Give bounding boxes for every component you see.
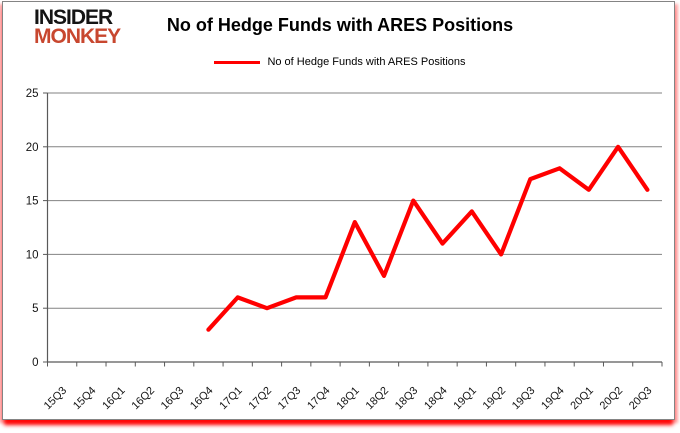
svg-text:17Q3: 17Q3 xyxy=(276,385,304,413)
svg-text:16Q1: 16Q1 xyxy=(100,385,128,413)
svg-text:19Q2: 19Q2 xyxy=(481,385,509,413)
chart-title: No of Hedge Funds with ARES Positions xyxy=(166,15,514,35)
legend-label: No of Hedge Funds with ARES Positions xyxy=(267,56,466,68)
svg-text:20Q1: 20Q1 xyxy=(568,385,596,413)
svg-text:17Q1: 17Q1 xyxy=(217,385,245,413)
svg-text:18Q1: 18Q1 xyxy=(334,385,362,413)
svg-text:19Q1: 19Q1 xyxy=(451,385,479,413)
insider-monkey-logo: INSIDER MONKEY xyxy=(34,6,121,48)
logo-line2: MONKEY xyxy=(34,25,121,48)
legend-line-swatch xyxy=(214,60,261,64)
svg-text:20: 20 xyxy=(26,142,39,154)
svg-text:15Q4: 15Q4 xyxy=(71,385,99,413)
svg-text:18Q2: 18Q2 xyxy=(364,385,392,413)
svg-text:18Q3: 18Q3 xyxy=(393,385,421,413)
svg-text:5: 5 xyxy=(32,303,38,315)
svg-text:15: 15 xyxy=(26,196,39,208)
logo-line1: INSIDER xyxy=(34,6,113,29)
svg-text:16Q4: 16Q4 xyxy=(188,385,216,413)
svg-text:17Q2: 17Q2 xyxy=(247,385,275,413)
svg-text:17Q4: 17Q4 xyxy=(305,385,333,413)
svg-text:10: 10 xyxy=(26,249,39,261)
svg-text:15Q3: 15Q3 xyxy=(42,385,70,413)
chart-panel xyxy=(2,1,675,420)
svg-text:19Q3: 19Q3 xyxy=(510,385,538,413)
svg-text:0: 0 xyxy=(32,357,38,369)
svg-text:18Q4: 18Q4 xyxy=(422,385,450,413)
svg-text:16Q3: 16Q3 xyxy=(159,385,187,413)
legend: No of Hedge Funds with ARES Positions xyxy=(0,56,680,68)
svg-text:20Q2: 20Q2 xyxy=(598,385,626,413)
svg-text:20Q3: 20Q3 xyxy=(627,385,655,413)
svg-text:19Q4: 19Q4 xyxy=(539,385,567,413)
svg-text:25: 25 xyxy=(26,88,39,100)
svg-text:16Q2: 16Q2 xyxy=(130,385,158,413)
